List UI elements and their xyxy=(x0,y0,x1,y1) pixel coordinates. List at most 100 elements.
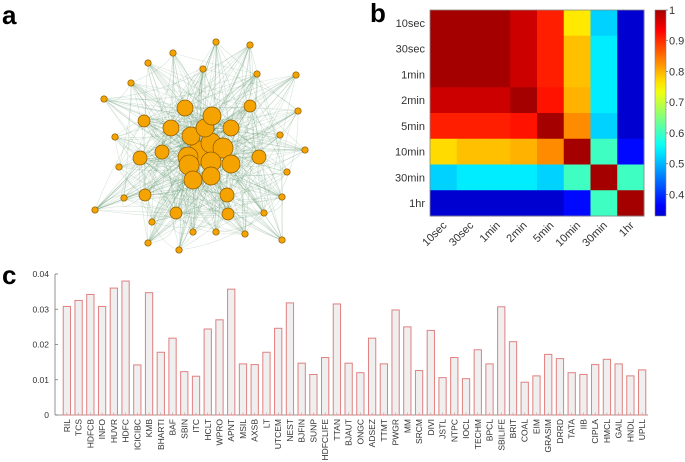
colorbar-tick-label: 0.4 xyxy=(669,189,684,201)
x-tick-label: RIL xyxy=(62,419,72,433)
network-edge xyxy=(147,62,189,158)
heatmap-cell xyxy=(617,10,645,37)
network-edge xyxy=(143,74,297,122)
network-edge xyxy=(161,151,246,235)
network-edge xyxy=(244,73,258,235)
network-edge xyxy=(139,157,246,235)
network-node xyxy=(169,206,183,220)
network-edge xyxy=(181,107,194,233)
heatmap-cell xyxy=(483,61,511,88)
x-tick-label: HNDL xyxy=(625,419,635,442)
x-tick-label: TECHM xyxy=(473,419,483,449)
heatmap-cell xyxy=(590,113,618,140)
x-tick-label: ADSEZ xyxy=(367,419,377,447)
bar xyxy=(532,375,541,416)
x-tick-label: BAF xyxy=(168,419,178,436)
heatmap-cell xyxy=(483,87,511,114)
x-tick-label: ICICIBC xyxy=(132,419,142,450)
network-edge xyxy=(222,74,297,149)
network-node xyxy=(243,99,257,113)
bar xyxy=(391,309,400,416)
heatmap-cell xyxy=(590,61,618,88)
heatmap-cell xyxy=(590,10,618,37)
x-tick-label: BJAUT xyxy=(344,419,354,446)
bar xyxy=(97,305,107,416)
heatmap-cell xyxy=(510,35,538,62)
bar xyxy=(86,293,95,416)
x-tick-label: IIB xyxy=(578,419,588,430)
bar xyxy=(450,357,459,416)
heatmap-cell xyxy=(456,190,484,217)
bar xyxy=(109,287,118,416)
network-node xyxy=(183,170,203,190)
network-edge xyxy=(215,41,229,196)
network-edge xyxy=(143,68,204,122)
bar xyxy=(191,375,201,416)
network-node xyxy=(148,218,156,226)
heatmap-cell xyxy=(617,113,645,140)
heatmap-cell xyxy=(430,61,458,88)
heatmap-frame xyxy=(429,9,645,217)
x-tick-label: TCS xyxy=(74,419,84,436)
network-edge xyxy=(103,98,281,136)
bar xyxy=(274,327,283,416)
network-node xyxy=(260,209,268,217)
network-node xyxy=(253,70,261,78)
network-edge xyxy=(144,194,283,201)
network-edge xyxy=(130,82,206,129)
network-edge xyxy=(230,110,299,165)
network-edge xyxy=(147,62,281,136)
bar xyxy=(426,329,435,416)
network-edge xyxy=(118,166,229,215)
network-edge xyxy=(263,110,299,214)
network-edge xyxy=(130,82,146,196)
network-node xyxy=(100,95,108,103)
network-edge xyxy=(178,107,186,251)
heatmap-cell xyxy=(590,190,618,217)
x-tick-label: SBIN xyxy=(179,419,189,439)
network-edge xyxy=(147,156,260,244)
bar xyxy=(367,337,377,416)
network-node xyxy=(189,228,197,236)
bar xyxy=(626,375,635,416)
network-edge xyxy=(147,171,288,244)
network-edge xyxy=(144,74,297,196)
bar xyxy=(579,373,588,416)
network-edge xyxy=(175,134,281,214)
network-edge xyxy=(202,68,299,112)
x-tick-label: GAIL xyxy=(614,419,624,439)
network-edge xyxy=(94,205,177,214)
network-edge xyxy=(103,98,213,117)
x-tick-label: BPCL xyxy=(485,419,495,441)
network-edge xyxy=(147,62,251,107)
bar xyxy=(461,378,471,416)
network-node xyxy=(202,106,222,126)
network-edge xyxy=(175,74,297,214)
network-edge xyxy=(143,73,258,122)
heatmap-cell xyxy=(537,190,565,217)
bar xyxy=(614,363,623,416)
network-edge xyxy=(172,52,258,75)
bar xyxy=(438,377,447,416)
network-edge xyxy=(114,136,217,233)
x-tick-label: DRRD xyxy=(555,419,565,444)
network-edge xyxy=(123,189,228,199)
network-edge xyxy=(249,105,266,214)
bar xyxy=(544,353,553,416)
bar xyxy=(62,305,72,416)
network-edge xyxy=(178,212,265,251)
colorbar-tick-label: 0.6 xyxy=(669,128,684,140)
heatmap-cell xyxy=(483,113,511,140)
x-tick-label: HCLT xyxy=(203,419,213,441)
network-node xyxy=(91,206,99,214)
heatmap-cell xyxy=(563,190,591,217)
bar xyxy=(508,341,518,416)
network-edge xyxy=(204,127,283,198)
x-tick-label: ONGC xyxy=(355,419,365,445)
x-tick-label: EIM xyxy=(531,419,541,434)
network-node xyxy=(278,236,286,244)
heatmap-cells xyxy=(430,10,645,217)
network-node xyxy=(137,114,151,128)
